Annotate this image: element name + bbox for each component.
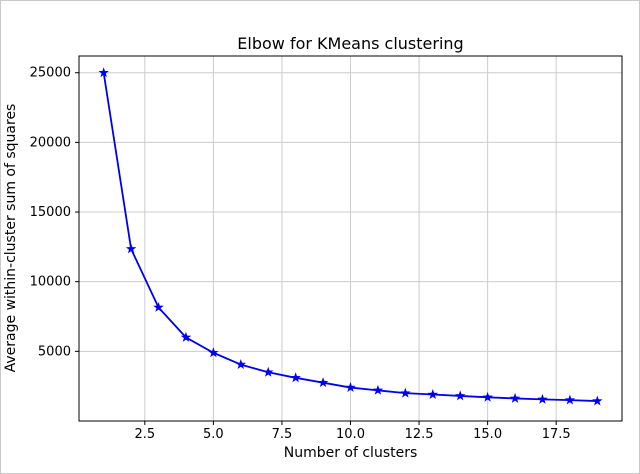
data-point <box>263 366 274 377</box>
data-point <box>317 377 329 388</box>
y-tick-label: 25000 <box>30 66 71 81</box>
data-point <box>125 243 137 254</box>
y-tick-label: 10000 <box>30 275 71 290</box>
data-point <box>180 331 192 342</box>
data-point <box>564 394 576 405</box>
x-tick-label: 7.5 <box>272 427 293 442</box>
data-point <box>454 390 466 401</box>
x-axis-label: Number of clusters <box>283 445 418 461</box>
data-point <box>98 67 109 78</box>
x-tick-label: 5.0 <box>203 427 224 442</box>
x-tick-label: 17.5 <box>542 427 571 442</box>
data-point <box>592 395 603 406</box>
x-tick-label: 12.5 <box>405 427 434 442</box>
x-tick-label: 10.0 <box>336 427 365 442</box>
data-point <box>345 382 356 393</box>
y-axis-label: Average within-cluster sum of squares <box>3 103 19 373</box>
data-point <box>509 392 521 403</box>
data-point <box>427 389 438 399</box>
data-point <box>235 359 247 370</box>
y-tick-label: 15000 <box>30 205 71 220</box>
data-point <box>208 347 219 358</box>
chart-title: Elbow for KMeans clustering <box>237 34 464 53</box>
y-tick-label: 5000 <box>38 344 71 359</box>
data-point <box>290 372 301 383</box>
data-point <box>482 391 493 402</box>
x-tick-label: 2.5 <box>134 427 155 442</box>
x-tick-label: 15.0 <box>473 427 502 442</box>
y-tick-label: 20000 <box>30 135 71 150</box>
data-point <box>537 393 548 404</box>
data-point <box>400 387 411 398</box>
data-point <box>153 301 164 312</box>
data-point <box>372 384 384 395</box>
